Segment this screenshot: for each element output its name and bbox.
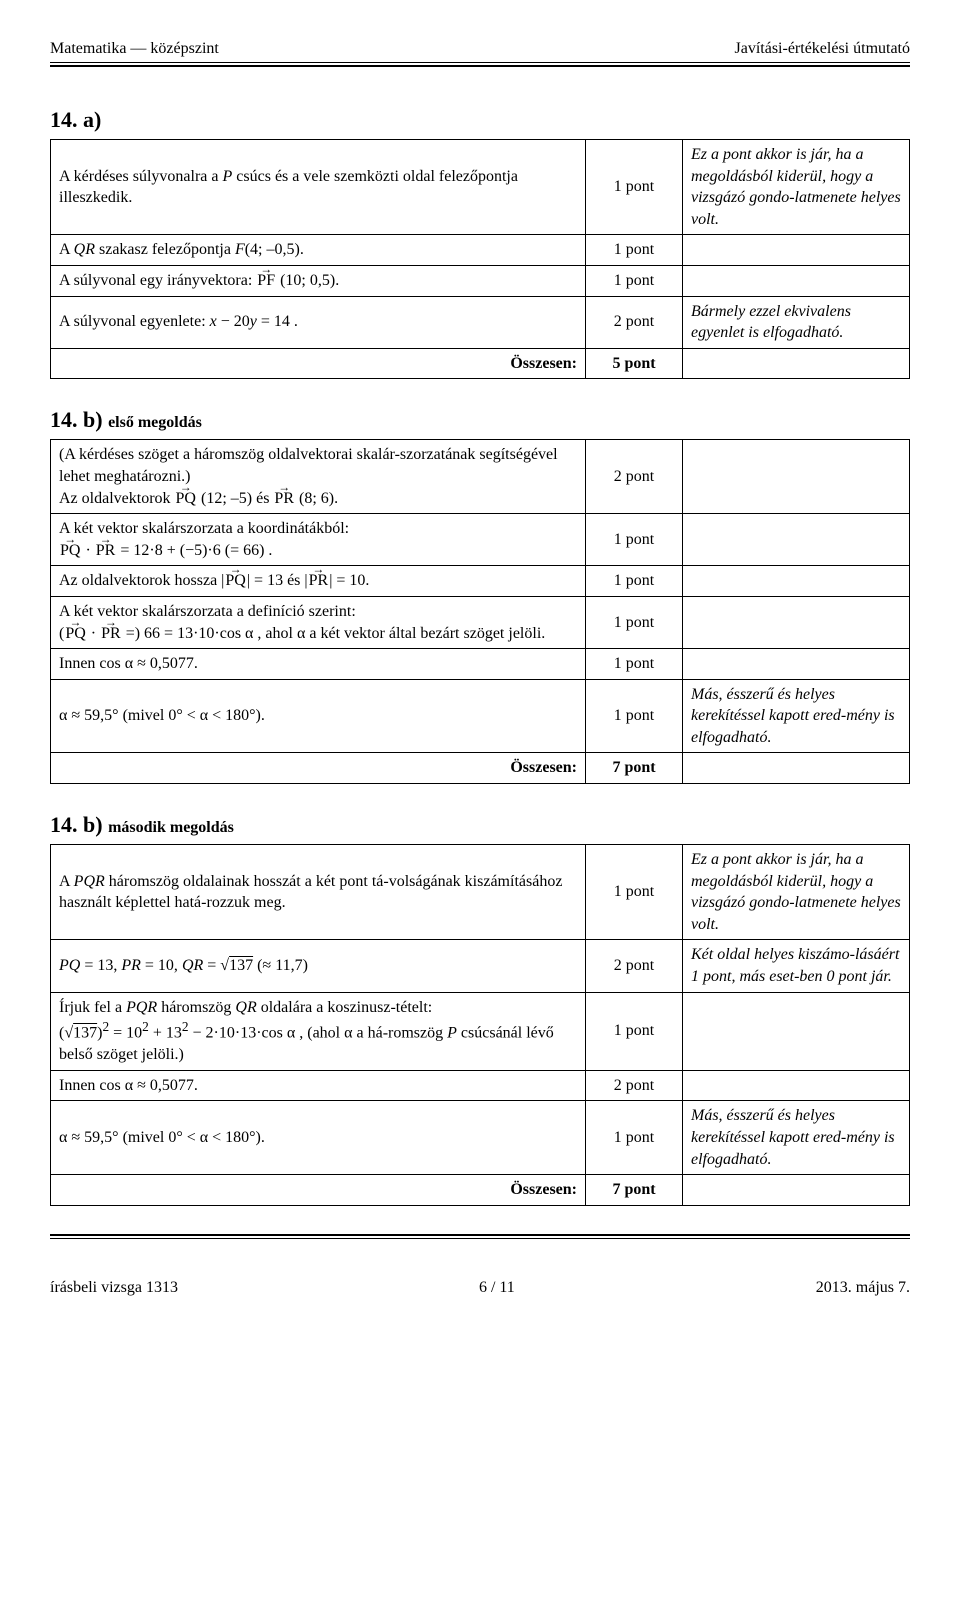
table-row: Az oldalvektorok hossza |PQ| = 13 és |PR… [51,566,910,597]
row-points: 1 pont [586,140,683,235]
table-14b1: (A kérdéses szöget a háromszög oldalvekt… [50,439,910,784]
row-note [683,440,910,514]
header-rule-1 [50,62,910,63]
footer-rule-1 [50,1234,910,1236]
row-desc: Összesen: [51,1175,586,1206]
row-note [683,992,910,1070]
row-note [683,566,910,597]
row-points: 1 pont [586,845,683,940]
row-points: 1 pont [586,596,683,648]
row-note [683,649,910,680]
table-row: A súlyvonal egy irányvektora: PF (10; 0,… [51,265,910,296]
row-points: 1 pont [586,566,683,597]
row-note: Ez a pont akkor is jár, ha a megoldásból… [683,845,910,940]
table-row: Összesen:7 pont [51,753,910,784]
row-points: 7 pont [586,753,683,784]
row-note: Más, ésszerű és helyes kerekítéssel kapo… [683,1101,910,1175]
row-points: 2 pont [586,296,683,348]
header-rule-2 [50,65,910,67]
row-note [683,1070,910,1101]
row-note [683,1175,910,1206]
row-note: Ez a pont akkor is jár, ha a megoldásból… [683,140,910,235]
row-desc: α ≈ 59,5° (mivel 0° < α < 180°). [51,679,586,753]
row-desc: A PQR háromszög oldalainak hosszát a két… [51,845,586,940]
row-desc: Írjuk fel a PQR háromszög QR oldalára a … [51,992,586,1070]
table-14a: A kérdéses súlyvonalra a P csúcs és a ve… [50,139,910,379]
row-desc: A súlyvonal egyenlete: x − 20y = 14 . [51,296,586,348]
table-row: A PQR háromszög oldalainak hosszát a két… [51,845,910,940]
row-points: 1 pont [586,649,683,680]
table-row: (A kérdéses szöget a háromszög oldalvekt… [51,440,910,514]
row-points: 1 pont [586,235,683,266]
row-points: 1 pont [586,1101,683,1175]
section-14b2-num: 14. b) [50,812,103,837]
section-14b1-num: 14. b) [50,407,103,432]
row-note: Bármely ezzel ekvivalens egyenlet is elf… [683,296,910,348]
footer-center: 6 / 11 [479,1279,515,1297]
section-14a-title: 14. a) [50,107,910,133]
footer-right: 2013. május 7. [816,1279,910,1297]
row-points: 1 pont [586,514,683,566]
row-points: 1 pont [586,992,683,1070]
table-row: A súlyvonal egyenlete: x − 20y = 14 .2 p… [51,296,910,348]
row-note [683,235,910,266]
row-note [683,514,910,566]
row-desc: A QR szakasz felezőpontja F(4; –0,5). [51,235,586,266]
row-points: 2 pont [586,1070,683,1101]
row-desc: A két vektor skalárszorzata a definíció … [51,596,586,648]
row-desc: (A kérdéses szöget a háromszög oldalvekt… [51,440,586,514]
row-note [683,348,910,379]
row-desc: Összesen: [51,348,586,379]
table-row: Összesen:7 pont [51,1175,910,1206]
section-14b2-sub: második megoldás [108,819,234,836]
row-desc: PQ = 13, PR = 10, QR = √137 (≈ 11,7) [51,940,586,992]
table-row: Innen cos α ≈ 0,5077.1 pont [51,649,910,680]
row-note: Két oldal helyes kiszámo-lásáért 1 pont,… [683,940,910,992]
row-points: 7 pont [586,1175,683,1206]
table-row: Írjuk fel a PQR háromszög QR oldalára a … [51,992,910,1070]
section-14b1-sub: első megoldás [108,414,202,431]
header-right: Javítási-értékelési útmutató [735,40,911,58]
row-note [683,265,910,296]
header-left: Matematika — középszint [50,40,219,58]
row-desc: Összesen: [51,753,586,784]
row-points: 1 pont [586,265,683,296]
row-desc: A két vektor skalárszorzata a koordinátá… [51,514,586,566]
row-desc: Innen cos α ≈ 0,5077. [51,1070,586,1101]
table-row: α ≈ 59,5° (mivel 0° < α < 180°).1 pontMá… [51,679,910,753]
row-note [683,753,910,784]
row-desc: α ≈ 59,5° (mivel 0° < α < 180°). [51,1101,586,1175]
table-row: Összesen:5 pont [51,348,910,379]
table-row: α ≈ 59,5° (mivel 0° < α < 180°).1 pontMá… [51,1101,910,1175]
table-row: A kérdéses súlyvonalra a P csúcs és a ve… [51,140,910,235]
row-points: 2 pont [586,440,683,514]
row-desc: A kérdéses súlyvonalra a P csúcs és a ve… [51,140,586,235]
table-row: A két vektor skalárszorzata a definíció … [51,596,910,648]
table-row: A két vektor skalárszorzata a koordinátá… [51,514,910,566]
footer-rule-2 [50,1238,910,1239]
row-points: 2 pont [586,940,683,992]
section-14b1-title: 14. b) első megoldás [50,407,910,433]
table-14b2: A PQR háromszög oldalainak hosszát a két… [50,844,910,1206]
table-row: PQ = 13, PR = 10, QR = √137 (≈ 11,7)2 po… [51,940,910,992]
row-note [683,596,910,648]
footer-left: írásbeli vizsga 1313 [50,1279,178,1297]
row-desc: A súlyvonal egy irányvektora: PF (10; 0,… [51,265,586,296]
table-row: Innen cos α ≈ 0,5077.2 pont [51,1070,910,1101]
row-points: 5 pont [586,348,683,379]
table-row: A QR szakasz felezőpontja F(4; –0,5).1 p… [51,235,910,266]
row-points: 1 pont [586,679,683,753]
section-14b2-title: 14. b) második megoldás [50,812,910,838]
row-note: Más, ésszerű és helyes kerekítéssel kapo… [683,679,910,753]
row-desc: Az oldalvektorok hossza |PQ| = 13 és |PR… [51,566,586,597]
row-desc: Innen cos α ≈ 0,5077. [51,649,586,680]
